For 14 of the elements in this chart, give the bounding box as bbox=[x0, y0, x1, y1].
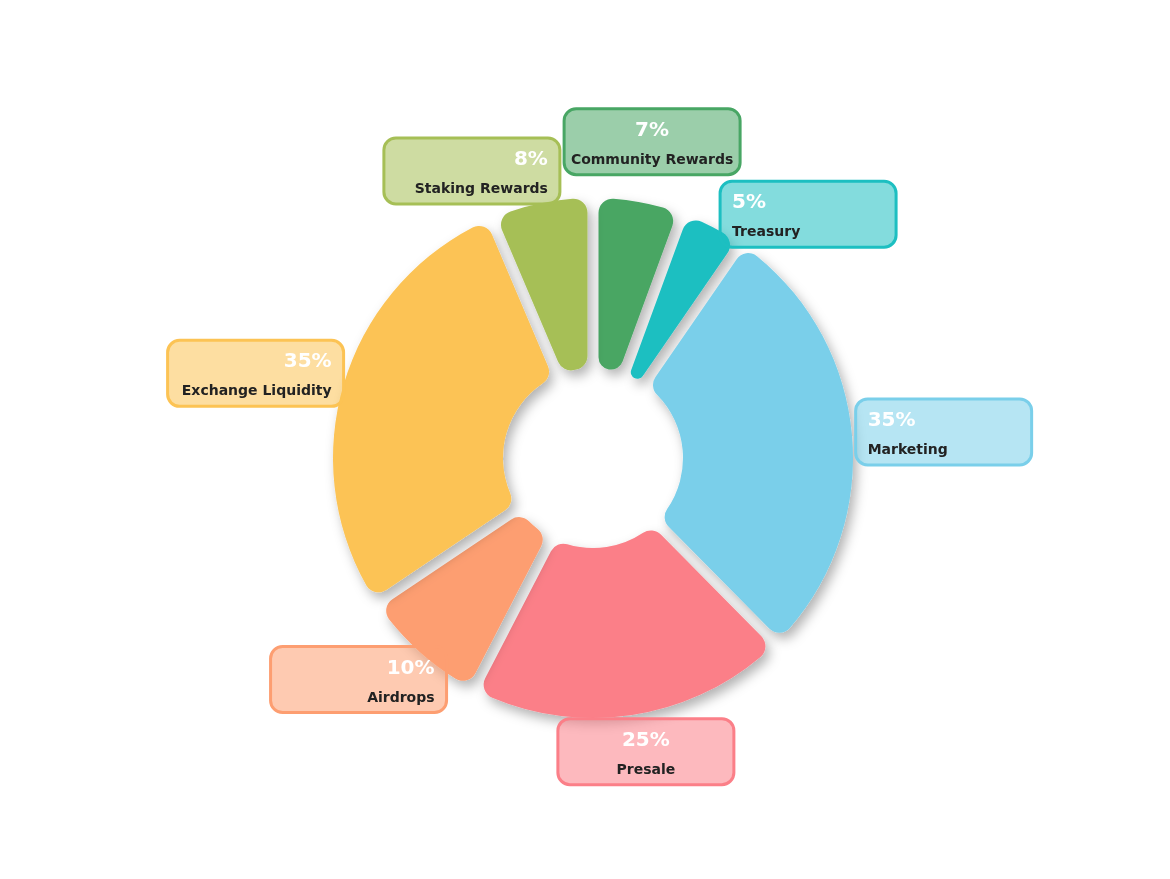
data-label: 35% bbox=[867, 406, 916, 431]
slice-label: Staking Rewards bbox=[414, 179, 548, 196]
slice-label: Marketing bbox=[867, 440, 948, 457]
slice-label: Airdrops bbox=[367, 688, 435, 705]
data-label: 7% bbox=[635, 116, 670, 141]
data-label: 10% bbox=[386, 654, 435, 679]
slice-label: Community Rewards bbox=[570, 150, 734, 167]
data-label: 5% bbox=[732, 189, 767, 214]
data-label: 35% bbox=[283, 348, 332, 373]
slice-label: Exchange Liquidity bbox=[181, 382, 332, 399]
data-label: 8% bbox=[513, 145, 548, 170]
slice-label: Treasury bbox=[732, 223, 801, 240]
slice-label: Presale bbox=[616, 760, 676, 777]
data-label: 25% bbox=[621, 726, 670, 751]
